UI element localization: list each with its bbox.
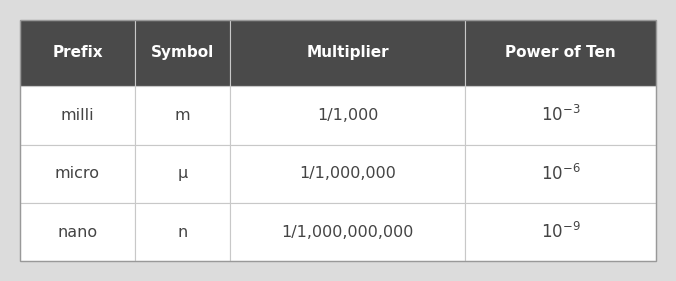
Text: $10^{-9}$: $10^{-9}$ [541,222,580,242]
Bar [230,144,465,203]
Text: 1/1,000,000: 1/1,000,000 [299,166,396,181]
Bar [20,20,656,261]
Text: nano: nano [57,225,97,240]
Text: 1/1,000: 1/1,000 [317,108,378,123]
Text: m: m [174,108,190,123]
Text: 1/1,000,000,000: 1/1,000,000,000 [281,225,414,240]
Text: Prefix: Prefix [52,46,103,60]
Bar [465,144,656,203]
Bar [465,203,656,261]
Bar [465,86,656,144]
Text: micro: micro [55,166,100,181]
Bar [135,203,230,261]
Text: μ: μ [177,166,187,181]
Text: Multiplier: Multiplier [306,46,389,60]
Text: milli: milli [61,108,94,123]
Bar [135,86,230,144]
Text: Power of Ten: Power of Ten [505,46,616,60]
Text: Symbol: Symbol [151,46,214,60]
Bar [135,144,230,203]
Text: $10^{-3}$: $10^{-3}$ [541,105,580,125]
Bar [135,20,230,86]
Text: $10^{-6}$: $10^{-6}$ [541,164,580,184]
Bar [230,20,465,86]
Text: n: n [177,225,187,240]
Bar [20,203,135,261]
Bar [20,86,135,144]
Bar [230,203,465,261]
Bar [465,20,656,86]
Bar [230,86,465,144]
Bar [20,20,135,86]
Bar [20,144,135,203]
